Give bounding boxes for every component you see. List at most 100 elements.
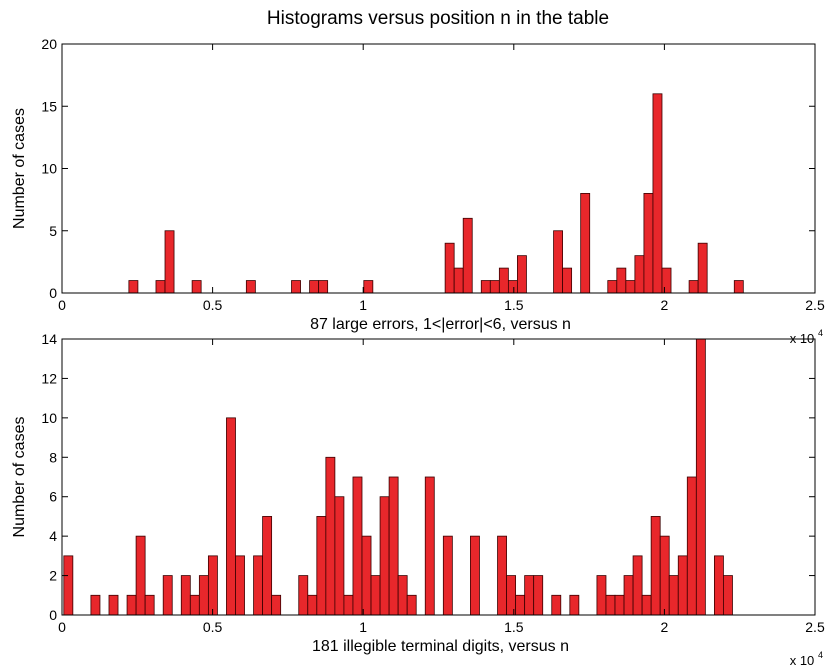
bar <box>607 280 618 294</box>
bar <box>723 575 733 616</box>
bar <box>695 338 706 616</box>
x-tick-label: 0 <box>58 619 66 635</box>
y-axis-label: Number of cases <box>11 417 28 538</box>
bar <box>713 555 724 616</box>
y-tick-label: 10 <box>41 410 57 426</box>
y-tick-label: 0 <box>49 607 57 623</box>
bar <box>580 192 591 294</box>
subplot: 0 5 10 15 20 0 0.5 1 1.5 2 2.5 87 large errors, 1<|… <box>11 36 825 346</box>
bar <box>444 242 455 294</box>
bar <box>253 555 263 616</box>
y-tick-label: 14 <box>41 331 57 347</box>
x-tick-label: 0.5 <box>203 297 223 313</box>
bar <box>507 280 518 294</box>
bar <box>298 575 309 616</box>
x-tick-label: 2 <box>661 297 669 313</box>
bar <box>489 280 500 294</box>
bar <box>697 242 708 294</box>
y-tick-label: 8 <box>49 449 57 465</box>
y-tick-label: 20 <box>41 36 57 52</box>
bar <box>659 535 670 616</box>
bar <box>325 456 336 616</box>
subplot: 0 2 4 6 8 10 12 14 0 0.5 1 1.5 2 2.5 181 illegible ter… <box>11 331 825 668</box>
bar <box>652 93 663 294</box>
bar <box>553 230 563 294</box>
bar <box>245 280 256 294</box>
bar <box>424 476 435 616</box>
bar <box>643 192 654 294</box>
bar <box>517 255 527 294</box>
bar <box>650 516 661 616</box>
bar <box>733 280 744 294</box>
bar <box>616 267 627 294</box>
bar <box>661 267 672 294</box>
bar <box>677 555 688 616</box>
y-tick-label: 6 <box>49 489 57 505</box>
bar <box>497 535 507 616</box>
x-tick-label: 2.5 <box>805 297 825 313</box>
bar <box>379 496 390 616</box>
bar <box>309 280 320 294</box>
bar <box>334 496 345 616</box>
y-tick-label: 4 <box>49 528 57 544</box>
bar <box>262 516 273 616</box>
bar <box>108 594 119 616</box>
bar <box>551 594 562 616</box>
bar <box>641 594 652 616</box>
plot-frame <box>61 338 816 616</box>
x-tick-label: 2.5 <box>805 619 825 635</box>
bar <box>352 476 363 616</box>
bar <box>498 267 509 294</box>
x-tick-label: 1 <box>359 619 367 635</box>
x-tick-label: 1 <box>359 297 367 313</box>
bar <box>686 476 697 616</box>
bar <box>562 267 573 294</box>
bar <box>480 280 491 294</box>
bar <box>226 417 236 616</box>
figure-title: Histograms versus position n in the tabl… <box>267 8 609 29</box>
y-tick-label: 0 <box>49 285 57 301</box>
bar <box>316 516 327 616</box>
bar <box>632 555 643 616</box>
x-tick-label: 0.5 <box>203 619 223 635</box>
bar <box>126 594 137 616</box>
x-tick-label: 1.5 <box>504 297 524 313</box>
bar <box>343 594 354 616</box>
bar <box>189 594 200 616</box>
y-tick-label: 12 <box>41 370 57 386</box>
bar <box>515 594 526 616</box>
bar <box>191 280 202 294</box>
bar <box>164 230 175 294</box>
bar <box>470 535 480 616</box>
bar <box>370 575 381 616</box>
bar <box>462 217 473 294</box>
bar <box>162 575 173 616</box>
bar <box>318 280 329 294</box>
x-scale-base: x 10 <box>790 653 815 668</box>
bar <box>569 594 580 616</box>
bar <box>135 535 146 616</box>
bar <box>453 267 464 294</box>
y-tick-label: 5 <box>49 223 57 239</box>
bar <box>271 594 282 616</box>
x-tick-label: 2 <box>661 619 669 635</box>
bar <box>668 575 679 616</box>
y-tick-label: 2 <box>49 568 57 584</box>
bar <box>235 555 245 616</box>
x-axis-label: 87 large errors, 1<|error|<6, versus n <box>310 316 571 333</box>
y-tick-label: 15 <box>41 98 57 114</box>
bar <box>634 255 645 294</box>
bar <box>363 280 374 294</box>
bar <box>144 594 155 616</box>
bar <box>180 575 191 616</box>
bar <box>625 280 636 294</box>
bar <box>63 555 74 616</box>
y-axis-label: Number of cases <box>11 108 28 229</box>
bar <box>605 594 616 616</box>
bar <box>596 575 607 616</box>
x-axis-label: 181 illegible terminal digits, versus n <box>312 638 569 655</box>
bar <box>155 280 166 294</box>
y-tick-label: 10 <box>41 161 57 177</box>
bar <box>397 575 408 616</box>
